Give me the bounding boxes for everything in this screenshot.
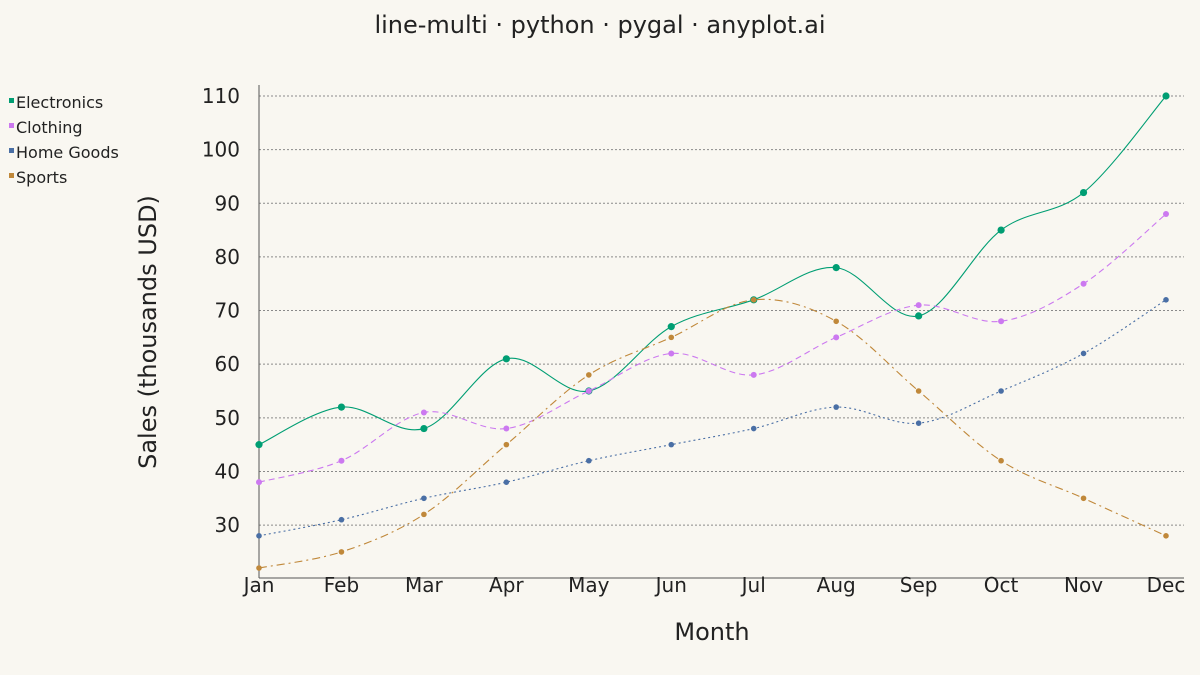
x-tick-label: Jul	[740, 573, 766, 597]
y-tick-label: 60	[215, 352, 240, 376]
data-point-clothing	[668, 350, 675, 357]
y-tick-label: 40	[215, 459, 240, 483]
data-point-home-goods	[998, 388, 1004, 394]
x-tick-label: Oct	[984, 573, 1019, 597]
series-line-home-goods	[258, 299, 1167, 537]
x-tick-label: Aug	[817, 573, 856, 597]
y-tick-label: 80	[215, 245, 240, 269]
legend-marker-clothing	[9, 123, 14, 128]
chart-title: line-multi · python · pygal · anyplot.ai	[374, 11, 825, 39]
data-point-clothing	[998, 318, 1005, 325]
data-point-sports	[503, 441, 510, 448]
data-point-clothing	[833, 334, 840, 341]
x-tick-label: Mar	[405, 573, 444, 597]
data-point-home-goods	[586, 457, 592, 464]
data-point-home-goods	[503, 479, 510, 485]
data-point-sports	[338, 549, 345, 555]
data-point-sports	[915, 388, 922, 394]
x-tick-label: Jan	[242, 573, 275, 597]
y-tick-label: 30	[215, 513, 240, 537]
series-sports	[256, 297, 1169, 571]
legend-label-home-goods: Home Goods	[16, 143, 119, 162]
data-point-electronics	[255, 441, 263, 449]
series-home-goods	[256, 297, 1169, 539]
data-point-sports	[668, 334, 675, 341]
x-tick-label: Jun	[654, 573, 687, 597]
data-point-sports	[750, 297, 757, 303]
data-point-home-goods	[750, 425, 757, 432]
legend-marker-electronics	[9, 98, 14, 103]
legend-label-sports: Sports	[16, 168, 67, 187]
data-point-sports	[998, 457, 1004, 464]
data-point-home-goods	[1080, 350, 1087, 357]
data-point-clothing	[503, 425, 510, 432]
grid	[259, 95, 1184, 526]
data-point-clothing	[338, 457, 345, 464]
legend-marker-sports	[9, 173, 14, 178]
data-point-home-goods	[915, 420, 922, 426]
data-point-home-goods	[421, 495, 427, 502]
x-tick-label: Sep	[900, 573, 938, 597]
data-point-sports	[1163, 533, 1169, 539]
data-point-clothing	[750, 371, 757, 378]
data-point-electronics	[832, 264, 840, 272]
data-point-home-goods	[338, 516, 345, 523]
y-tick-label: 100	[202, 138, 240, 162]
data-point-electronics	[997, 226, 1005, 234]
series-line-electronics	[258, 95, 1167, 446]
series-electronics	[255, 92, 1170, 449]
legend-marker-home-goods	[9, 148, 14, 153]
x-tick-label: Apr	[489, 573, 524, 597]
data-point-clothing	[420, 409, 427, 416]
data-point-clothing	[915, 302, 922, 309]
x-tick-label: Dec	[1147, 573, 1186, 597]
data-point-clothing	[256, 479, 262, 486]
data-point-electronics	[915, 312, 923, 320]
x-tick-label: Feb	[324, 573, 359, 597]
x-tick-label: Nov	[1064, 573, 1103, 597]
series-line-clothing	[258, 213, 1167, 483]
data-point-electronics	[1079, 188, 1088, 197]
legend-label-clothing: Clothing	[16, 118, 83, 137]
series-clothing	[256, 211, 1169, 486]
x-axis-title: Month	[674, 618, 749, 646]
data-point-sports	[421, 511, 427, 518]
legend-label-electronics: Electronics	[16, 93, 103, 112]
series-line-sports	[258, 298, 1167, 569]
data-point-electronics	[667, 323, 675, 331]
data-point-clothing	[1163, 211, 1169, 217]
legend: Electronics Clothing Home Goods Sports	[9, 93, 119, 187]
data-point-home-goods	[668, 441, 675, 448]
data-point-sports	[833, 318, 839, 325]
data-point-electronics	[1162, 92, 1170, 100]
series-group	[255, 92, 1170, 571]
data-point-sports	[256, 565, 262, 571]
data-point-home-goods	[256, 533, 262, 539]
y-tick-label: 50	[215, 406, 240, 430]
data-point-sports	[1080, 495, 1087, 502]
data-point-home-goods	[1163, 297, 1169, 303]
y-tick-label: 110	[202, 84, 240, 108]
data-point-electronics	[502, 355, 510, 363]
data-point-electronics	[420, 424, 428, 433]
data-point-clothing	[1080, 280, 1087, 287]
x-tick-label: May	[568, 573, 610, 597]
data-point-clothing	[585, 388, 592, 394]
y-tick-label: 70	[215, 299, 240, 323]
y-axis-title: Sales (thousands USD)	[134, 195, 162, 469]
data-point-sports	[586, 372, 592, 378]
axes: 30 40 50 60 70 80 90 100 110 Jan Feb Mar Apr May Jun Ju…	[202, 84, 1186, 597]
data-point-home-goods	[833, 404, 839, 410]
data-point-electronics	[337, 403, 346, 411]
y-tick-label: 90	[215, 191, 240, 215]
